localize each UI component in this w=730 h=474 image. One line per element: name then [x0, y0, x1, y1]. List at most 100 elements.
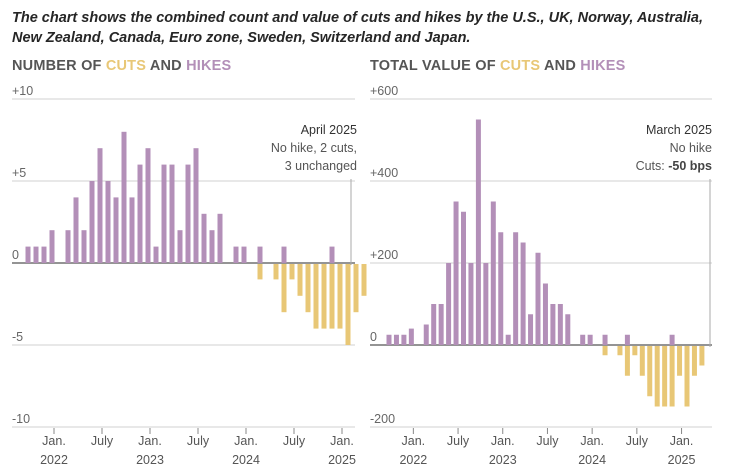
right-cut-bar	[677, 346, 683, 376]
right-hike-bar	[505, 334, 511, 345]
right-cut-bar	[654, 346, 660, 407]
left-chart-title: NUMBER OF CUTS AND HIKES	[12, 58, 231, 74]
left-x-tick-label: July	[283, 434, 306, 448]
right-hike-bar	[602, 334, 608, 345]
left-x-year-label: 2022	[40, 453, 68, 467]
right-hike-bar	[446, 263, 452, 345]
left-hike-bar	[33, 246, 39, 263]
right-cut-bar	[699, 346, 705, 366]
left-hike-bar	[257, 246, 263, 263]
left-cut-bar	[353, 264, 359, 313]
right-cut-bar	[639, 346, 645, 376]
right-x-year-label: 2022	[399, 453, 427, 467]
left-x-tick-label: Jan.	[330, 434, 354, 448]
left-hike-bar	[129, 197, 135, 263]
right-hike-bar	[557, 304, 563, 345]
right-hike-bar	[498, 232, 504, 345]
right-x-tick-label: Jan.	[670, 434, 694, 448]
right-y-tick-label: +600	[370, 84, 398, 98]
left-hike-bar	[41, 246, 47, 263]
left-cut-bar	[329, 264, 335, 329]
left-x-tick-label: Jan.	[42, 434, 66, 448]
left-hike-bar	[137, 164, 143, 263]
right-hike-bar	[587, 334, 593, 345]
left-title-and: AND	[146, 58, 187, 74]
left-hike-bar	[177, 230, 183, 263]
right-y-tick-label: +400	[370, 166, 398, 180]
right-hike-bar	[483, 263, 489, 345]
right-annotation-cuts-value: -50 bps	[668, 159, 712, 173]
right-cut-bar	[617, 346, 623, 356]
right-cut-bar	[624, 346, 630, 376]
right-x-tick-label: Jan.	[491, 434, 515, 448]
right-hike-bar	[528, 314, 534, 345]
left-annotation-line: 3 unchanged	[285, 159, 357, 173]
right-hike-bar	[475, 119, 481, 345]
left-hike-bar	[217, 213, 223, 263]
left-cut-bar	[321, 264, 327, 329]
left-hike-bar	[185, 164, 191, 263]
left-hike-bar	[209, 230, 215, 263]
left-hike-bar	[81, 230, 87, 263]
right-cut-bar	[602, 346, 608, 356]
right-hike-bar	[550, 304, 556, 345]
left-hike-bar	[193, 148, 199, 263]
right-hike-bar	[520, 242, 526, 345]
right-cut-bar	[691, 346, 697, 376]
left-hike-bar	[97, 148, 103, 263]
left-hike-bar	[161, 164, 167, 263]
left-x-tick-label: July	[187, 434, 210, 448]
right-y-tick-label: -200	[370, 412, 395, 426]
left-hike-bar	[49, 230, 55, 263]
left-title-hikes: HIKES	[186, 58, 232, 74]
left-hike-bar	[105, 181, 111, 263]
right-hike-bar	[624, 334, 630, 345]
right-cut-bar	[647, 346, 653, 397]
right-hike-bar	[580, 334, 586, 345]
right-hike-bar	[490, 201, 496, 345]
left-annotation-line: April 2025	[301, 123, 357, 137]
left-x-year-label: 2025	[328, 453, 356, 467]
left-hike-bar	[153, 246, 159, 263]
right-title-prefix: TOTAL VALUE OF	[370, 58, 501, 74]
right-title-and: AND	[540, 58, 581, 74]
right-cut-bar	[684, 346, 690, 407]
left-x-tick-label: Jan.	[138, 434, 162, 448]
right-hike-bar	[542, 283, 548, 345]
left-cut-bar	[297, 264, 303, 296]
right-hike-bar	[669, 334, 675, 345]
right-x-year-label: 2023	[489, 453, 517, 467]
left-hike-bar	[241, 246, 247, 263]
right-hike-bar	[453, 201, 459, 345]
left-cut-bar	[273, 264, 279, 280]
left-hike-bar	[65, 230, 71, 263]
left-hike-bar	[121, 131, 127, 263]
left-x-year-label: 2024	[232, 453, 260, 467]
left-hike-bar	[169, 164, 175, 263]
left-y-tick-label: +10	[12, 84, 33, 98]
right-hike-bar	[535, 252, 541, 345]
right-annotation-line: March 2025	[646, 123, 712, 137]
left-title-prefix: NUMBER OF	[12, 58, 106, 74]
right-x-tick-label: Jan.	[580, 434, 604, 448]
left-x-year-label: 2023	[136, 453, 164, 467]
right-cut-bar	[669, 346, 675, 407]
right-annotation-cuts-label: Cuts:	[636, 159, 669, 173]
left-cut-bar	[257, 264, 263, 280]
left-cut-bar	[337, 264, 343, 329]
left-cut-bar	[361, 264, 367, 296]
left-cut-bar	[281, 264, 287, 313]
right-hike-bar	[431, 304, 437, 345]
right-title-hikes: HIKES	[580, 58, 626, 74]
right-chart-title: TOTAL VALUE OF CUTS AND HIKES	[370, 58, 626, 74]
right-cut-bar	[662, 346, 668, 407]
right-x-tick-label: July	[536, 434, 559, 448]
left-hike-bar	[73, 197, 79, 263]
right-x-tick-label: July	[447, 434, 470, 448]
left-y-tick-label: 0	[12, 248, 19, 262]
right-hike-bar	[468, 263, 474, 345]
right-y-tick-label: 0	[370, 330, 377, 344]
right-hike-bar	[438, 304, 444, 345]
right-y-tick-label: +200	[370, 248, 398, 262]
